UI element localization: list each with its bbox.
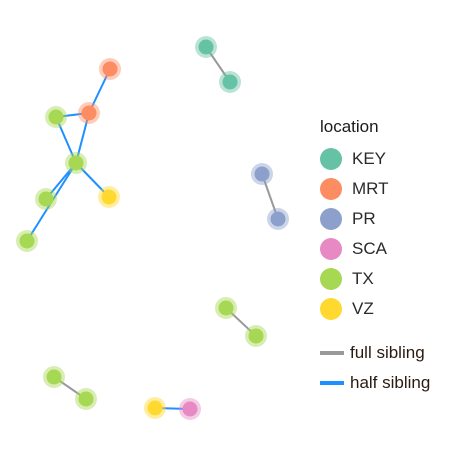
legend-item-tx: TX: [318, 264, 389, 294]
legend-item-vz: VZ: [318, 294, 389, 324]
legend-label-sca: SCA: [352, 239, 387, 258]
location-legend: location KEY MRT PR SCA TX VZ: [318, 116, 389, 324]
legend-item-sca: SCA: [318, 234, 389, 264]
node-dot: [78, 391, 94, 407]
node-dot: [38, 191, 54, 207]
legend-swatch-mrt: [320, 178, 342, 200]
node-n17: [179, 398, 201, 420]
node-dot: [254, 166, 270, 182]
node-n14: [43, 366, 65, 388]
node-n6: [65, 152, 87, 174]
legend-item-full-sibling: full sibling: [320, 338, 430, 368]
node-n1: [195, 36, 217, 58]
legend-swatch-pr: [320, 208, 342, 230]
node-layer: [16, 36, 289, 420]
node-n2: [219, 71, 241, 93]
legend-item-key: KEY: [318, 144, 389, 174]
edge-type-legend: full sibling half sibling: [320, 338, 430, 398]
legend-label-half-sibling: half sibling: [350, 373, 431, 392]
node-n3: [99, 58, 121, 80]
legend-label-mrt: MRT: [352, 179, 389, 198]
node-n9: [16, 230, 38, 252]
edge-n3-n4: [88, 68, 111, 114]
node-n15: [75, 388, 97, 410]
node-dot: [270, 211, 286, 227]
node-dot: [222, 74, 238, 90]
edge-layer: [26, 46, 279, 410]
legend-swatch-sca: [320, 238, 342, 260]
node-dot: [102, 61, 118, 77]
node-dot: [182, 401, 198, 417]
node-n8: [35, 188, 57, 210]
node-n13: [245, 325, 267, 347]
legend-label-pr: PR: [352, 209, 376, 228]
edge-n6-n7: [75, 162, 110, 198]
node-n11: [267, 208, 289, 230]
edge-n10-n11: [261, 173, 279, 220]
legend-swatch-key: [320, 148, 342, 170]
legend-label-vz: VZ: [352, 299, 374, 318]
node-n5: [45, 106, 67, 128]
legend-item-half-sibling: half sibling: [320, 368, 430, 398]
edge-n5-n6: [55, 116, 77, 164]
node-dot: [101, 189, 117, 205]
legend-item-mrt: MRT: [318, 174, 389, 204]
node-n10: [251, 163, 273, 185]
edge-n4-n6: [75, 112, 90, 164]
legend-label-full-sibling: full sibling: [350, 343, 425, 362]
legend-label-key: KEY: [352, 149, 387, 168]
legend-swatch-tx: [320, 268, 342, 290]
node-dot: [46, 369, 62, 385]
node-dot: [68, 155, 84, 171]
legend-label-tx: TX: [352, 269, 374, 288]
node-dot: [81, 105, 97, 121]
legend-item-pr: PR: [318, 204, 389, 234]
edge-n6-n8: [45, 162, 77, 200]
node-n12: [215, 297, 237, 319]
node-n4: [78, 102, 100, 124]
node-dot: [147, 400, 163, 416]
legend-swatch-vz: [320, 298, 342, 320]
legend-line-half-sibling: [320, 381, 344, 385]
node-n7: [98, 186, 120, 208]
node-dot: [248, 328, 264, 344]
node-n16: [144, 397, 166, 419]
node-dot: [198, 39, 214, 55]
legend-line-full-sibling: [320, 351, 344, 355]
node-dot: [19, 233, 35, 249]
node-dot: [48, 109, 64, 125]
legend-title: location: [320, 117, 379, 136]
node-dot: [218, 300, 234, 316]
